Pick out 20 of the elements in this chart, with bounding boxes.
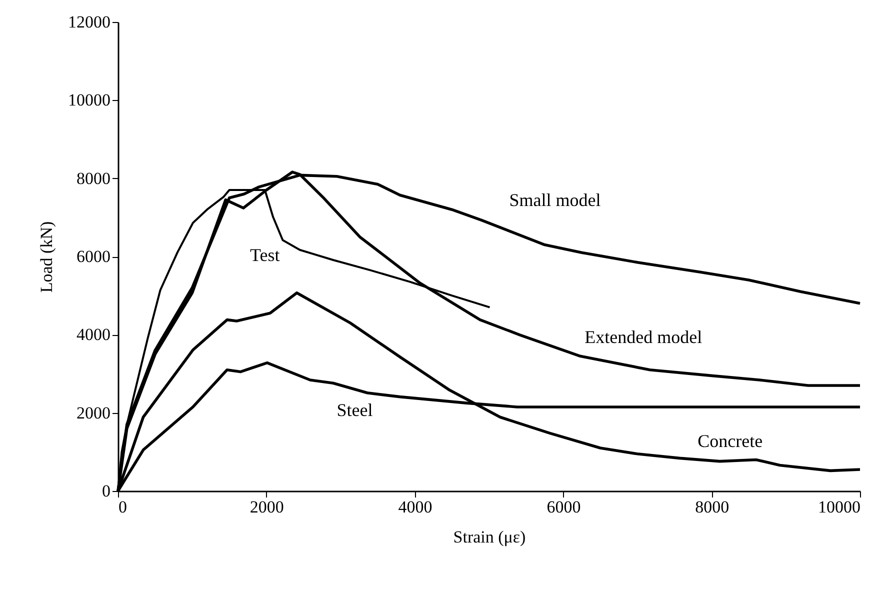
x-tick-label: 6000 <box>546 498 581 516</box>
x-tick-label: 8000 <box>695 498 730 516</box>
series-label: Steel <box>336 400 373 420</box>
x-tick-label: 4000 <box>398 498 432 516</box>
y-axis-title: Load (kN) <box>37 221 56 293</box>
series-label: Extended model <box>584 327 702 348</box>
series-label: Small model <box>509 190 601 210</box>
series-label: Concrete <box>698 430 763 451</box>
y-tick-label: 2000 <box>76 403 110 422</box>
series-label: Test <box>250 245 280 266</box>
y-tick-label: 6000 <box>76 247 110 266</box>
y-tick-label: 10000 <box>68 90 110 110</box>
y-tick-label: 8000 <box>76 168 110 188</box>
y-tick-label: 4000 <box>76 325 110 344</box>
x-tick-label: 10000 <box>818 498 860 516</box>
x-axis-title: Strain (με) <box>453 528 526 546</box>
y-tick-label: 0 <box>102 482 110 500</box>
x-tick-label: 0 <box>118 498 127 516</box>
y-tick-label: 12000 <box>68 12 110 32</box>
x-tick-label: 2000 <box>250 498 284 516</box>
